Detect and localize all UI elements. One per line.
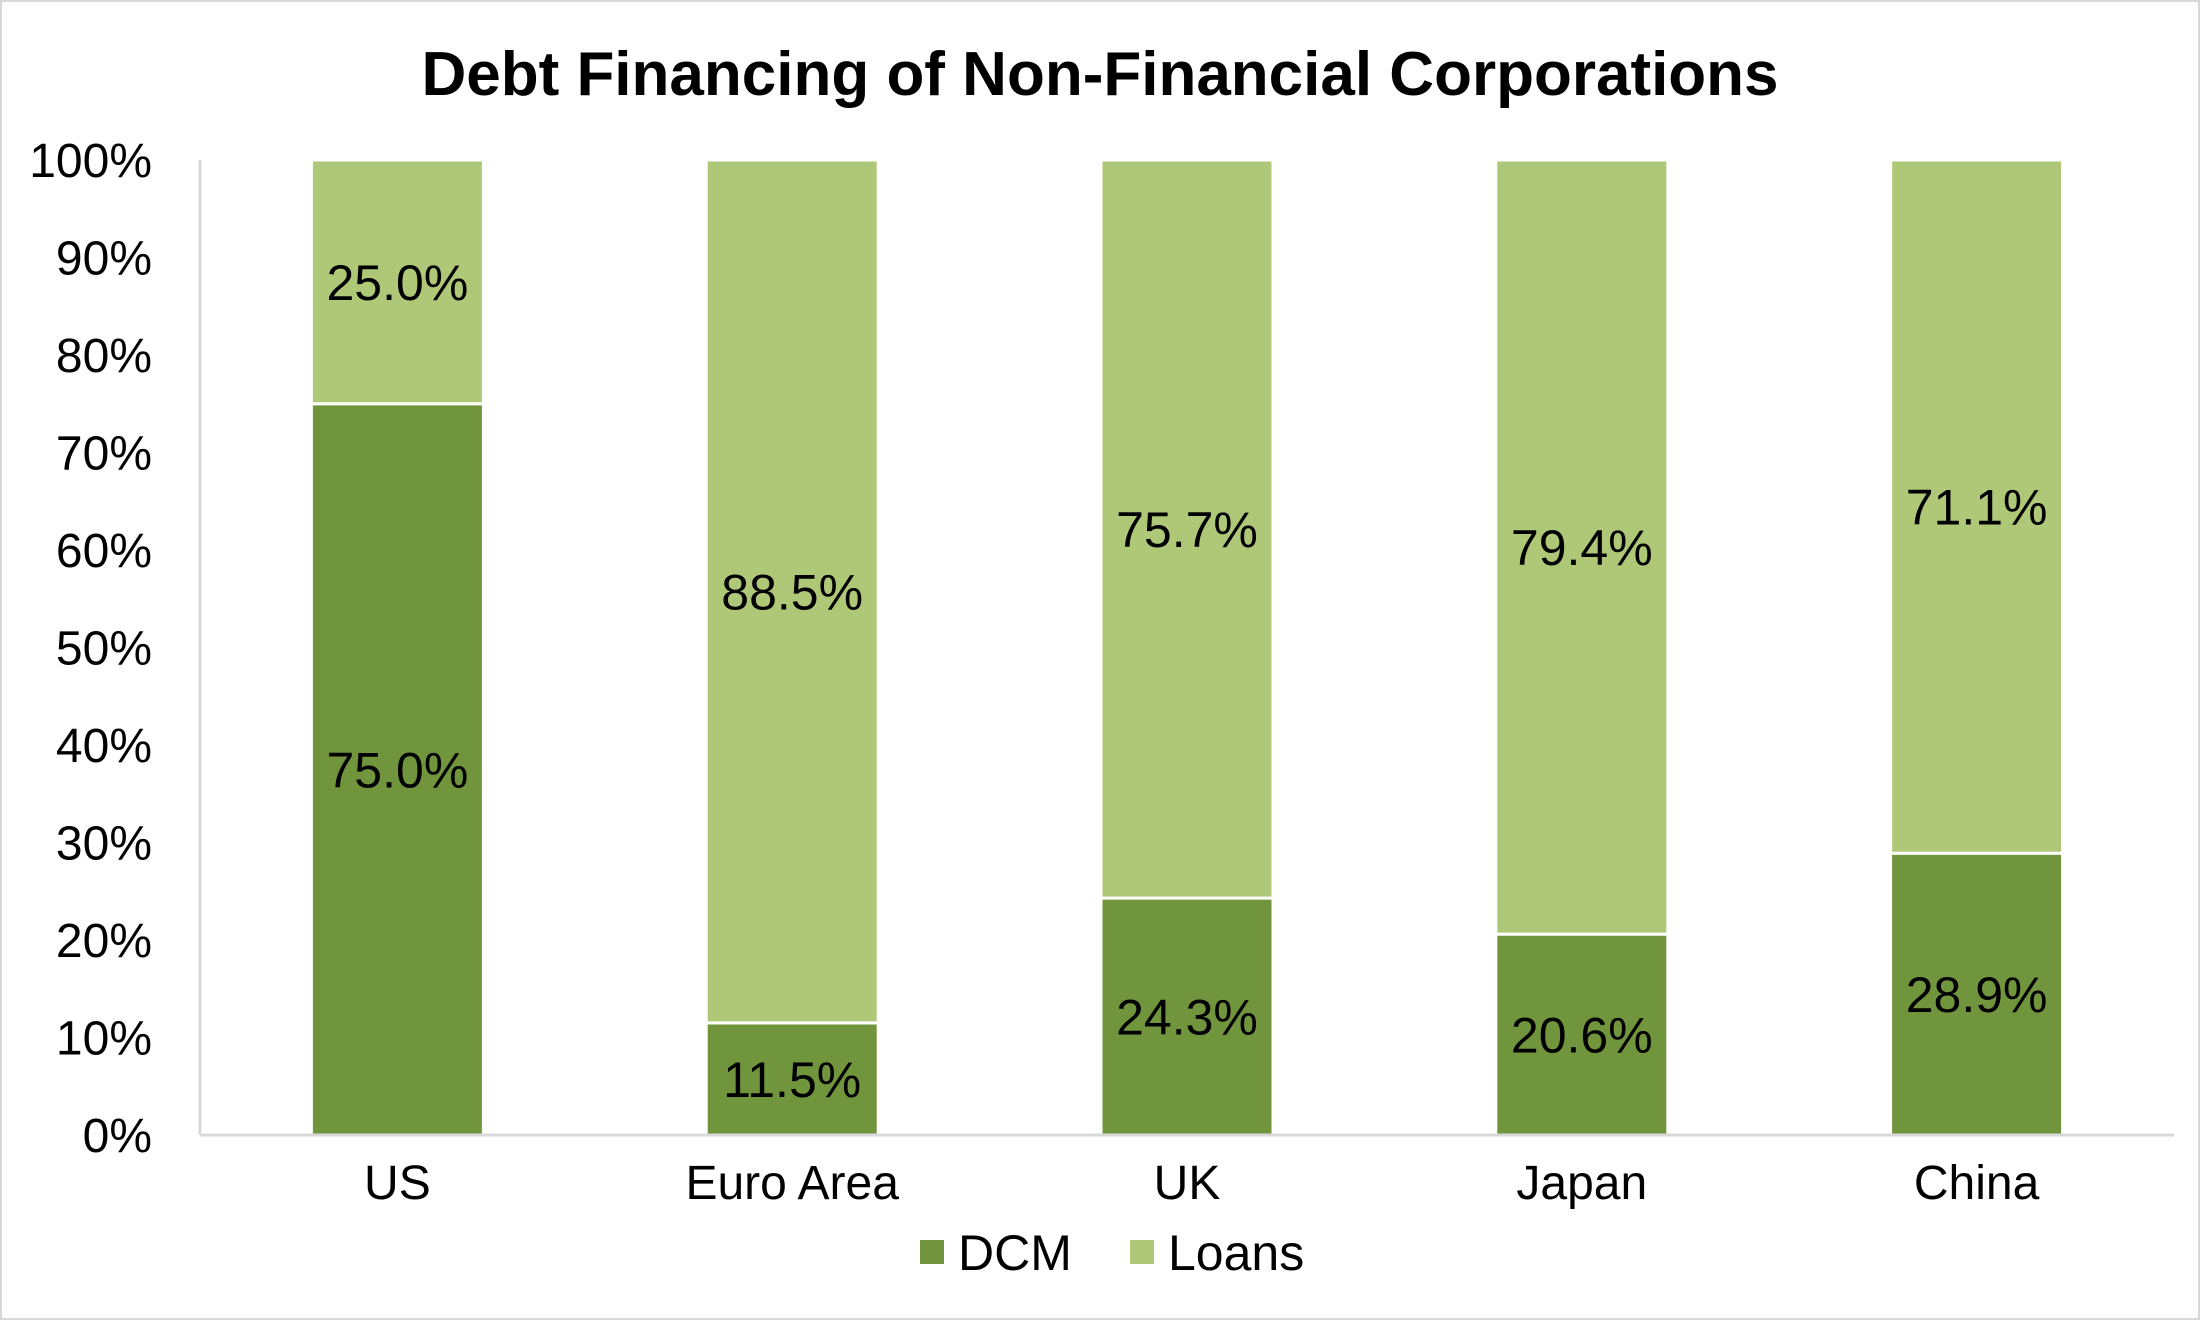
- bar-loans-us: [309, 158, 485, 406]
- y-tick-label: 0%: [83, 1110, 152, 1163]
- legend-swatch-loans: [1130, 1240, 1154, 1264]
- x-tick-label: US: [364, 1157, 431, 1210]
- y-tick-label: 90%: [56, 233, 152, 286]
- bar-loans-japan: [1494, 158, 1670, 936]
- data-label: 79.4%: [1511, 520, 1653, 576]
- y-tick-label: 80%: [56, 330, 152, 383]
- x-tick-label: China: [1914, 1157, 2040, 1210]
- data-label: 75.0%: [327, 742, 469, 798]
- x-tick-label: Euro Area: [685, 1157, 899, 1210]
- data-label: 24.3%: [1116, 990, 1258, 1046]
- bar-loans-uk: [1099, 158, 1275, 900]
- y-tick-label: 20%: [56, 915, 152, 968]
- data-label: 25.0%: [327, 255, 469, 311]
- legend-label-loans: Loans: [1168, 1225, 1304, 1281]
- y-tick-label: 70%: [56, 428, 152, 481]
- chart-title: Debt Financing of Non-Financial Corporat…: [421, 40, 1778, 109]
- y-tick-label: 30%: [56, 818, 152, 871]
- labels-layer: 75.0% 25.0% 11.5% 88.5% 24.3% 75.7% 20.6% 79.4%…: [327, 255, 2048, 1108]
- y-tick-label: 40%: [56, 720, 152, 773]
- legend-label-dcm: DCM: [958, 1225, 1072, 1281]
- data-label: 71.1%: [1906, 480, 2048, 536]
- y-tick-label: 50%: [56, 623, 152, 676]
- bar-loans-china: [1889, 158, 2065, 855]
- data-label: 88.5%: [721, 564, 863, 620]
- bar-loans-euro-area: [704, 158, 880, 1025]
- y-tick-label: 100%: [29, 135, 152, 188]
- legend: DCM Loans: [920, 1225, 1304, 1281]
- data-label: 28.9%: [1906, 967, 2048, 1023]
- bar-dcm-us: [309, 402, 485, 1137]
- y-tick-label: 10%: [56, 1013, 152, 1066]
- data-label: 75.7%: [1116, 502, 1258, 558]
- legend-swatch-dcm: [920, 1240, 944, 1264]
- x-tick-label: UK: [1154, 1157, 1221, 1210]
- data-label: 20.6%: [1511, 1008, 1653, 1064]
- y-tick-label: 60%: [56, 525, 152, 578]
- x-tick-label: Japan: [1516, 1157, 1647, 1210]
- axes-layer: US Euro Area UK Japan China 0% 10% 20% 30% 40% 50%…: [29, 135, 2174, 1210]
- bars-layer: [309, 158, 2065, 1137]
- data-label: 11.5%: [723, 1052, 861, 1108]
